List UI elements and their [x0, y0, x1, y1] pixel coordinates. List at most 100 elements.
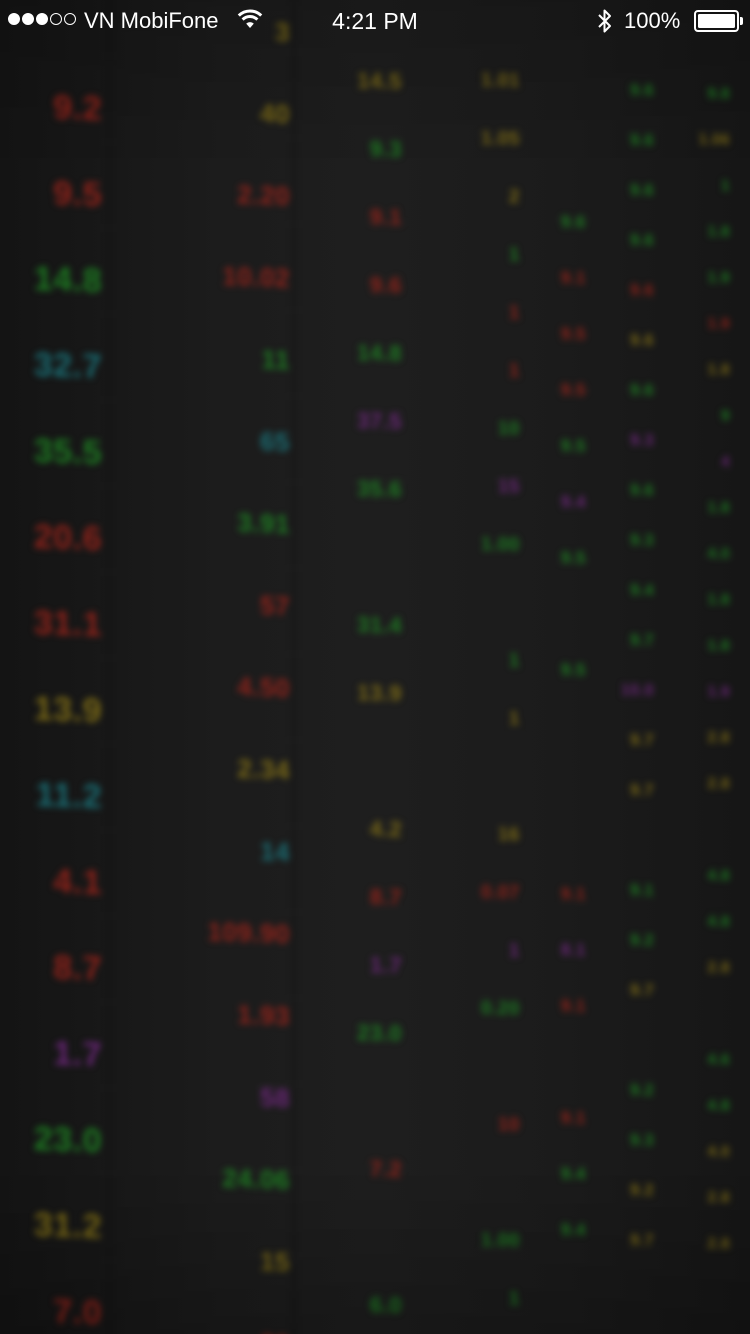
ticker-value: 1.9	[707, 269, 730, 287]
ticker-value: 2.8	[707, 729, 730, 747]
ticker-value: 9.3	[630, 1132, 654, 1150]
ticker-value: 4.0	[707, 1143, 730, 1161]
ticker-value: 8.7	[369, 884, 402, 910]
ticker-value: 1.9	[707, 315, 730, 333]
ticker-value: 9.4	[560, 492, 586, 512]
ticker-value	[604, 1032, 654, 1033]
ticker-value: 40	[260, 98, 290, 130]
ticker-value: 23.0	[357, 1019, 402, 1046]
ticker-value: 1	[508, 360, 520, 382]
ticker-value: 1.7	[53, 1034, 102, 1075]
ticker-value	[526, 827, 586, 828]
ticker-value: 1	[508, 708, 520, 730]
ticker-value: 2.20	[237, 179, 290, 212]
ticker-value: 9.7	[630, 1232, 654, 1250]
ticker-value: 9.7	[630, 782, 654, 800]
ticker-value: 9.7	[630, 982, 654, 1000]
signal-dot	[64, 13, 76, 25]
ticker-value: 9.6	[630, 282, 654, 300]
ticker-value: 4	[721, 453, 730, 471]
ticker-value: 14.8	[33, 259, 102, 301]
ticker-value	[460, 1171, 520, 1172]
battery-percent: 100%	[624, 8, 681, 33]
ticker-value	[460, 591, 520, 592]
ticker-value: 11	[261, 344, 291, 376]
signal-dot	[8, 13, 20, 25]
ticker-value	[322, 1087, 402, 1088]
ticker-value: 11.2	[35, 775, 102, 817]
ticker-value: 4.0	[707, 545, 730, 563]
ticker-value: 2.8	[707, 959, 730, 977]
ticker-value: 9.6	[630, 232, 654, 250]
ticker-value: 16	[497, 824, 520, 846]
ticker-value: 58	[260, 1082, 290, 1114]
ticker-value: 4.8	[707, 913, 730, 931]
ticker-row-line	[0, 42, 750, 59]
ticker-value: 9.1	[369, 204, 402, 230]
ticker-value: 1.00	[481, 533, 520, 556]
bluetooth-icon	[598, 9, 611, 33]
ticker-value: 4.6	[707, 1051, 730, 1069]
ticker-value: 9.5	[560, 660, 586, 680]
ticker-value: 37.5	[357, 407, 402, 434]
ticker-value: 2.8	[707, 1189, 730, 1207]
ticker-value: 2.34	[237, 753, 290, 786]
ticker-value: 32.7	[33, 345, 102, 387]
ticker-value: 1.06	[698, 130, 730, 149]
ticker-value	[604, 832, 654, 833]
ticker-value: 6.0	[369, 1292, 402, 1318]
ticker-value: 1	[508, 650, 520, 672]
ticker-value: 9.1	[560, 884, 586, 904]
ticker-value: 9.5	[560, 436, 586, 456]
ticker-column-divider	[108, 0, 110, 1334]
ticker-value: 0.20	[481, 997, 520, 1020]
ticker-value: 31.4	[357, 611, 402, 638]
ticker-value: 8.1	[560, 940, 586, 960]
ticker-value: 4.2	[369, 816, 402, 842]
ticker-value: 1.8	[707, 499, 730, 517]
ticker-value: 9.6	[560, 212, 586, 232]
ticker-value: 9.3	[630, 532, 654, 550]
ticker-value: 35.5	[33, 431, 102, 473]
ticker-value	[460, 1055, 520, 1056]
ticker-value: 9.1	[560, 268, 586, 288]
ticker-value: 9.2	[630, 932, 654, 950]
ticker-value: 1.9	[707, 683, 730, 701]
battery-icon	[694, 10, 744, 32]
ticker-value: 35.6	[357, 475, 402, 502]
ticker-value	[322, 543, 402, 544]
ticker-value: 4.8	[707, 1097, 730, 1115]
ticker-value	[526, 1051, 586, 1052]
ticker-value: 9.3	[630, 432, 654, 450]
ticker-row-line	[0, 558, 750, 575]
ticker-value	[526, 771, 586, 772]
ticker-value: 1.7	[369, 952, 402, 978]
ticker-value: 9.2	[53, 88, 102, 129]
ticker-value: 14	[260, 836, 290, 868]
ticker-value: 9.6	[630, 482, 654, 500]
signal-strength-icon	[8, 13, 76, 27]
ticker-value: 57	[260, 590, 290, 622]
ticker-value: 9.7	[630, 632, 654, 650]
ticker-value: 15	[260, 1246, 290, 1278]
ticker-value: 8.7	[53, 948, 102, 989]
signal-dot	[22, 13, 34, 25]
ticker-value: 9.5	[560, 324, 586, 344]
ticker-value: 9.7	[630, 732, 654, 750]
ticker-value: 20.6	[33, 517, 102, 559]
ticker-value: 9.6	[630, 82, 654, 100]
ticker-value: 13.9	[357, 679, 402, 706]
ticker-value: 9.4	[630, 582, 654, 600]
ticker-value: 10.02	[222, 260, 290, 294]
ticker-value: 9.1	[630, 882, 654, 900]
ticker-value: 1.00	[481, 1229, 520, 1252]
ticker-value: 4.8	[707, 867, 730, 885]
ticker-value	[526, 715, 586, 716]
ticker-value	[680, 821, 730, 822]
ticker-value: 9.5	[53, 174, 102, 215]
ticker-value: 9.6	[630, 332, 654, 350]
ticker-value: 1	[508, 1288, 520, 1310]
ticker-value: 15	[497, 476, 520, 498]
ticker-value: 9.6	[630, 382, 654, 400]
ticker-value	[460, 765, 520, 766]
